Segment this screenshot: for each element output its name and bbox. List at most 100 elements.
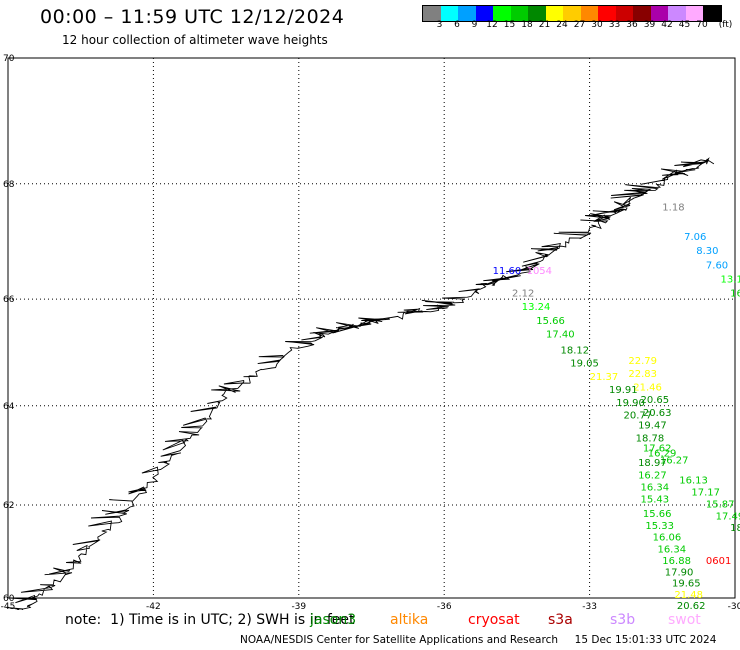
wave-height-label: 19.05 xyxy=(570,359,599,370)
wave-height-label: 16.27 xyxy=(660,456,689,467)
longitude-label: -30 xyxy=(728,602,740,610)
wave-height-label: 20.65 xyxy=(640,395,669,406)
colorbar-tick-label: 30 xyxy=(591,20,603,30)
map-title: 00:00 – 11:59 UTC 12/12/2024 xyxy=(40,6,345,28)
satellite-s3b: s3b xyxy=(610,612,636,628)
wave-height-label: 22.83 xyxy=(628,369,657,380)
wave-height-label: 16 xyxy=(730,288,740,299)
wave-height-label: 7.06 xyxy=(684,232,706,243)
colorbar-tick-label: 6 xyxy=(454,20,460,30)
colorbar-tick-label: 27 xyxy=(573,20,586,30)
colorbar-swatch xyxy=(685,6,703,21)
colorbar-swatch xyxy=(458,6,476,21)
longitude-label: -39 xyxy=(291,602,306,610)
colorbar-tick-label: 12 xyxy=(486,20,498,30)
wave-height-label: 2.12 xyxy=(512,288,534,299)
colorbar-swatch xyxy=(423,6,441,21)
wave-height-label: 16.27 xyxy=(638,470,667,481)
colorbar-swatch xyxy=(668,6,686,21)
colorbar-tick-label: 18 xyxy=(521,20,533,30)
wave-height-label: 18.12 xyxy=(561,345,590,356)
wave-height-label: 16.29 xyxy=(648,448,677,459)
longitude-label: -42 xyxy=(146,602,161,610)
wave-height-label: 22.79 xyxy=(628,356,657,367)
satellite-swot: swot xyxy=(668,612,701,628)
colorbar-swatch xyxy=(493,6,511,21)
colorbar-swatch xyxy=(615,6,633,21)
colorbar-tick-label: 36 xyxy=(626,20,638,30)
colorbar-tick-label: 21 xyxy=(538,20,551,30)
colorbar-tick-label: 15 xyxy=(503,20,516,30)
wave-height-label: 11.60 xyxy=(493,266,522,277)
colorbar-swatch xyxy=(440,6,458,21)
wave-height-label: 1.18 xyxy=(662,203,684,214)
colorbar-swatch xyxy=(703,6,721,21)
wave-height-label: 21.37 xyxy=(590,372,619,383)
wave-height-label: 17.49 xyxy=(716,511,740,522)
satellite-jason3: jason3 xyxy=(310,612,357,628)
footer-credit: NOAA/NESDIS Center for Satellite Applica… xyxy=(240,634,717,646)
wave-height-label: 16.13 xyxy=(679,475,708,486)
colorbar-swatch xyxy=(475,6,493,21)
wave-height-label: 17.62 xyxy=(643,443,672,454)
wave-height-label: 15.66 xyxy=(643,509,672,520)
greenland-coastline xyxy=(6,157,715,610)
wave-height-label: 18.97 xyxy=(638,458,667,469)
map-subtitle: 12 hour collection of altimeter wave hei… xyxy=(62,33,328,47)
latitude-label: 68 xyxy=(3,180,15,190)
legend-note: note: 1) Time is in UTC; 2) SWH is in fe… xyxy=(65,612,355,628)
wave-height-label: 13.24 xyxy=(522,302,551,313)
map-frame xyxy=(7,57,736,599)
wave-height-label: 20.62 xyxy=(677,601,706,610)
colorbar-tick-label: 39 xyxy=(643,20,656,30)
wave-height-label: 17.17 xyxy=(691,487,720,498)
colorbar-swatch xyxy=(510,6,528,21)
wave-height-label: 0601 xyxy=(706,556,731,567)
wave-height-label: 16.34 xyxy=(640,483,669,494)
wave-height-label: 19.90 xyxy=(616,398,645,409)
longitude-label: -36 xyxy=(437,602,452,610)
colorbar-swatch xyxy=(563,6,581,21)
satellite-altika: altika xyxy=(390,612,429,628)
colorbar-swatch xyxy=(545,6,563,21)
wave-height-label: 21.48 xyxy=(674,590,703,601)
wave-height-label: 16.88 xyxy=(662,556,691,567)
wave-height-label: 8.30 xyxy=(696,246,718,257)
wave-height-label: 19.47 xyxy=(638,421,667,432)
satellite-cryosat: cryosat xyxy=(468,612,520,628)
wave-height-label: 17.90 xyxy=(665,567,694,578)
latitude-label: 60 xyxy=(3,594,15,604)
wave-height-label: 16.06 xyxy=(653,533,682,544)
colorbar-tick-label: 3 xyxy=(436,20,443,30)
wave-height-label: 17.40 xyxy=(546,329,575,340)
wave-height-colorbar xyxy=(422,5,722,22)
colorbar-tick-label: 33 xyxy=(608,20,621,30)
wave-height-label: 18 xyxy=(730,523,740,534)
wave-height-label: 7.60 xyxy=(706,260,728,271)
latitude-label: 64 xyxy=(3,402,15,412)
altimeter-map: 70 68 66 64 62 60-45 -42 -39 -36 -33 -30 1.18 7.06 8.… xyxy=(1,54,740,610)
colorbar-labels: 3 6 9 12 15 18 21 24 27 30 33 36 39 42 45 70 (ft) xyxy=(422,20,740,32)
wave-height-label: 19.65 xyxy=(672,579,701,590)
colorbar-tick-label: 9 xyxy=(471,20,478,30)
wave-height-label: 15.33 xyxy=(645,521,674,532)
wave-height-label: 20.63 xyxy=(643,408,672,419)
wave-height-label: 18.78 xyxy=(636,433,665,444)
latitude-label: 70 xyxy=(3,54,15,64)
colorbar-tick-label: 42 xyxy=(661,20,673,30)
colorbar-tick-label: 70 xyxy=(696,20,708,30)
colorbar-swatch xyxy=(528,6,546,21)
wave-height-label: 19.91 xyxy=(609,385,638,396)
colorbar-tick-label: 24 xyxy=(556,20,568,30)
satellite-s3a: s3a xyxy=(548,612,573,628)
colorbar-unit: (ft) xyxy=(718,20,733,30)
wave-height-label: 15.66 xyxy=(536,316,565,327)
wave-height-label: 1054 xyxy=(527,266,552,277)
colorbar-swatch xyxy=(633,6,651,21)
colorbar-swatch xyxy=(598,6,616,21)
colorbar-tick-label: 45 xyxy=(678,20,691,30)
wave-height-label: 20.77 xyxy=(624,411,653,422)
longitude-label: -45 xyxy=(1,602,16,610)
latitude-label: 62 xyxy=(3,501,14,511)
colorbar-swatch xyxy=(580,6,598,21)
